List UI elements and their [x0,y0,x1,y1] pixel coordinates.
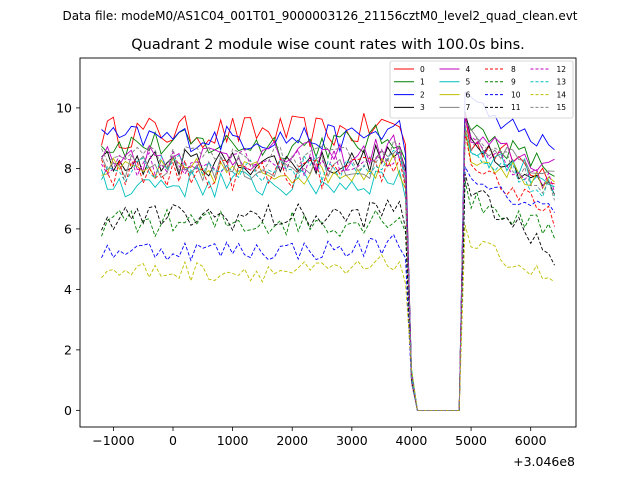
series-line-8 [101,132,555,411]
series-line-6 [101,129,555,411]
x-axis: −1000 0 1000 2000 3000 4000 5000 6000 [92,427,547,448]
series-layer [101,91,555,411]
legend-label-3: 3 [420,103,425,112]
x-tick-label: 6000 [515,433,547,448]
legend-label-8: 8 [511,65,516,74]
x-tick-label: 4000 [396,433,428,448]
series-line-10 [101,166,555,411]
legend-label-9: 9 [511,78,516,87]
series-line-7 [101,119,555,411]
legend-label-12: 12 [557,65,567,74]
legend-label-5: 5 [466,78,471,87]
legend-label-1: 1 [420,78,425,87]
legend-label-14: 14 [557,90,567,99]
y-tick-label: 6 [64,221,72,236]
legend-box [389,60,574,119]
y-tick-label: 4 [64,282,72,297]
chart-title: Quadrant 2 module wise count rates with … [131,37,525,53]
legend-label-11: 11 [511,103,521,112]
series-line-2 [101,91,555,411]
series-line-15 [101,124,555,411]
x-tick-label: 5000 [455,433,487,448]
series-line-5 [101,133,555,411]
y-tick-label: 8 [64,161,72,176]
legend-label-4: 4 [466,65,471,74]
series-line-13 [101,126,555,411]
y-tick-label: 0 [64,403,72,418]
legend-label-0: 0 [420,65,425,74]
series-line-11 [101,173,555,411]
series-line-12 [101,120,555,411]
x-tick-label: 2000 [276,433,308,448]
legend-label-2: 2 [420,90,425,99]
y-tick-label: 10 [56,100,72,115]
y-axis: 0 2 4 6 8 10 [56,100,80,418]
x-tick-label: 0 [169,433,177,448]
x-tick-label: −1000 [92,433,134,448]
series-line-0 [101,113,555,411]
axes-frame [79,57,577,428]
series-line-9 [101,180,555,411]
legend-label-6: 6 [466,90,471,99]
x-tick-label: 1000 [217,433,249,448]
legend-label-15: 15 [557,103,567,112]
x-offset-text: +3.046e8 [513,454,575,469]
series-line-14 [101,224,555,411]
x-tick-label: 3000 [336,433,368,448]
legend-label-10: 10 [511,90,521,99]
legend-label-13: 13 [557,78,567,87]
y-tick-label: 2 [64,342,72,357]
suptitle: Data file: modeM0/AS1C04_001T01_90000031… [62,9,577,23]
legend-label-7: 7 [466,103,471,112]
